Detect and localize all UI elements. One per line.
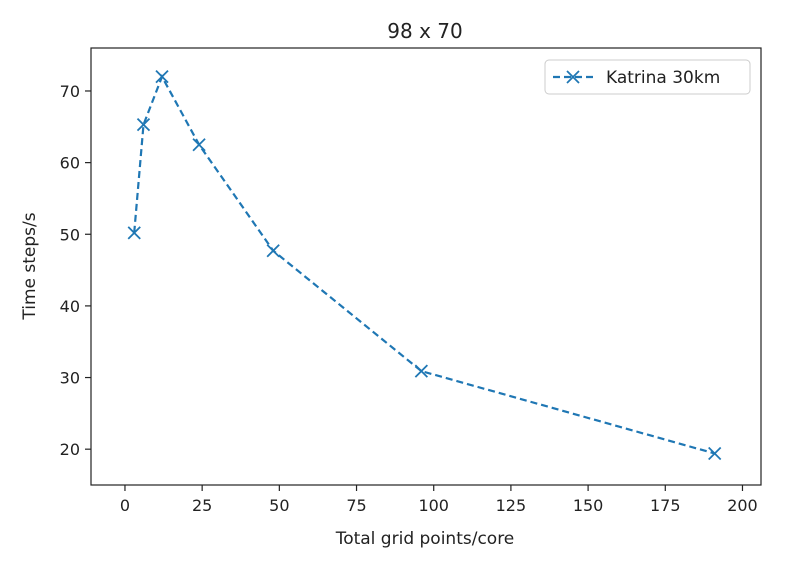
data-point-marker <box>136 118 151 132</box>
y-axis-ticks: 20 30 40 50 60 70 <box>60 82 91 459</box>
data-point-marker <box>414 364 429 378</box>
x-tick-label: 150 <box>573 496 604 515</box>
data-point-marker <box>127 226 141 240</box>
chart-title: 98 x 70 <box>387 19 462 43</box>
legend-box <box>544 59 751 95</box>
data-point-marker <box>192 138 206 152</box>
data-point-marker <box>266 244 280 258</box>
x-tick-label: 75 <box>346 496 366 515</box>
y-tick-label: 50 <box>60 225 80 244</box>
x-axis-title: Total grid points/core <box>335 529 515 549</box>
y-tick-label: 30 <box>60 369 80 388</box>
y-tick-label: 40 <box>60 297 80 316</box>
x-axis-ticks: 0 25 50 75 100 125 150 175 200 <box>120 485 758 515</box>
x-tick-label: 50 <box>269 496 289 515</box>
legend-label: Katrina 30km <box>606 68 720 88</box>
series-layer <box>127 70 722 461</box>
plot-frame <box>90 47 762 486</box>
y-tick-label: 20 <box>60 440 80 459</box>
x-tick-label: 25 <box>192 496 212 515</box>
plot-area <box>90 47 762 486</box>
data-point-marker <box>155 70 169 84</box>
y-tick-label: 70 <box>60 82 80 101</box>
y-tick-label: 60 <box>60 154 80 173</box>
data-point-marker <box>708 446 722 461</box>
legend: Katrina 30km <box>544 59 751 95</box>
series-line <box>133 74 715 455</box>
y-axis-title: Time steps/s <box>20 212 40 320</box>
x-tick-label: 100 <box>418 496 449 515</box>
x-tick-label: 125 <box>496 496 527 515</box>
x-tick-label: 200 <box>727 496 758 515</box>
legend-marker <box>566 70 580 84</box>
x-tick-label: 175 <box>650 496 681 515</box>
x-tick-label: 0 <box>120 496 130 515</box>
